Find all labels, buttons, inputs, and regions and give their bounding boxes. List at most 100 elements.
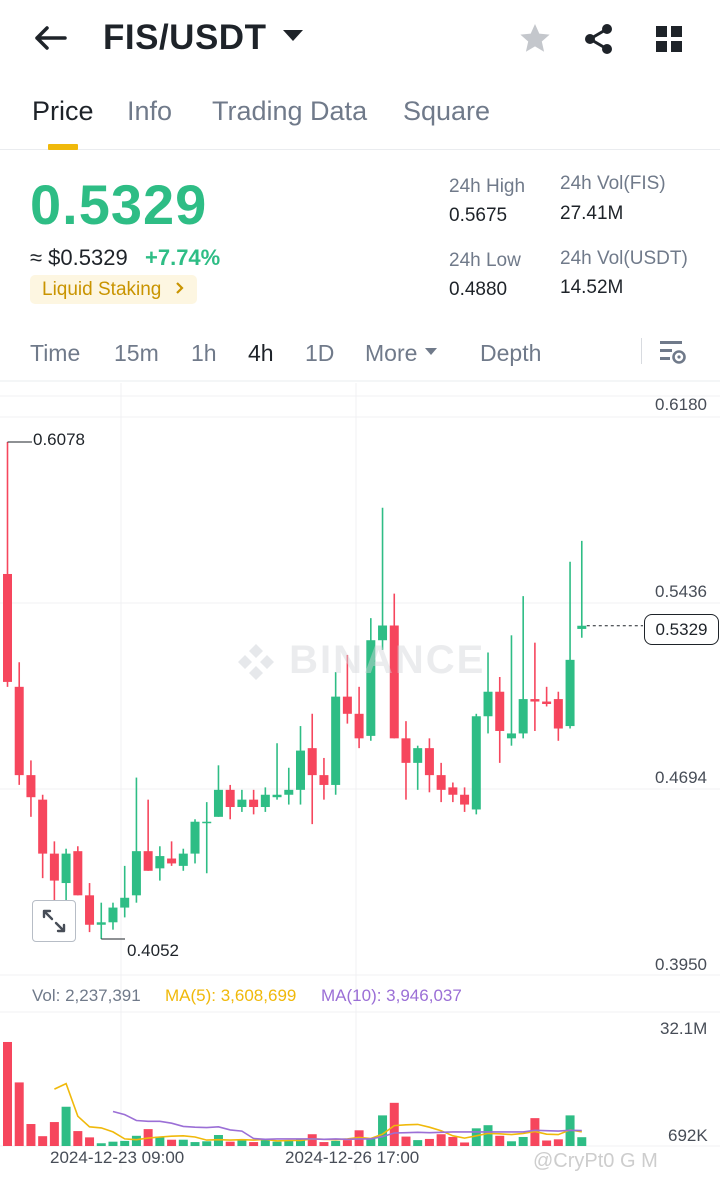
high-label: 24h High (449, 176, 526, 197)
volume-bar (495, 1135, 505, 1146)
vol-base-value: 27.41M (560, 203, 624, 224)
volume-bar (542, 1140, 552, 1146)
expand-chart-icon[interactable] (32, 900, 76, 942)
volume-bar (577, 1137, 587, 1146)
vol-base-label: 24h Vol(FIS) (560, 173, 666, 194)
candle-body (260, 794, 270, 808)
candle-body (542, 701, 552, 704)
volume-bar (85, 1137, 95, 1146)
volume-bar (378, 1115, 388, 1146)
volume-bar (366, 1138, 376, 1146)
candle-body (49, 853, 59, 881)
ma10-line (112, 1110, 582, 1141)
interval-more-label: More (365, 340, 418, 366)
volume-bar (331, 1140, 341, 1146)
interval-4h[interactable]: 4h (248, 340, 274, 366)
volume-bar (225, 1141, 235, 1146)
candle-body (553, 699, 563, 729)
volume-bar (108, 1141, 118, 1146)
candle-body (3, 573, 12, 682)
volume-bar (471, 1128, 481, 1146)
candle-body (26, 775, 36, 798)
volume-bar (14, 1082, 24, 1146)
volume-bar (178, 1139, 188, 1146)
candle-body (202, 821, 212, 824)
candle-body (14, 686, 24, 776)
volume-bar (237, 1139, 247, 1146)
category-tag[interactable]: Liquid Staking (30, 275, 198, 304)
candle-body (495, 691, 505, 731)
volume-bar (120, 1140, 130, 1146)
candle-body (401, 738, 411, 763)
candle-body (190, 821, 200, 854)
price-axis-2: 0.5436 (655, 582, 707, 601)
volume-bar (460, 1142, 470, 1146)
volume-bar (96, 1143, 106, 1146)
candle-body (319, 775, 329, 785)
star-icon[interactable] (516, 20, 554, 58)
volume-bar (61, 1106, 71, 1146)
last-price: 0.5329 (30, 173, 208, 236)
pair-dropdown-caret-icon[interactable] (283, 30, 303, 41)
interval-1h[interactable]: 1h (191, 340, 217, 366)
candle-body (120, 897, 130, 908)
section-tabs: Price Info Trading Data Square (0, 90, 720, 150)
volume-bars (3, 1041, 587, 1146)
arrow-left-icon[interactable] (30, 20, 70, 56)
candle-body (73, 851, 83, 896)
volume-bar (319, 1142, 329, 1146)
vol-quote-label: 24h Vol(USDT) (560, 248, 688, 269)
volume-bar (506, 1141, 516, 1146)
active-tab-indicator (48, 144, 78, 150)
candle-body (108, 907, 118, 923)
interval-time[interactable]: Time (30, 340, 81, 366)
interval-1d[interactable]: 1D (305, 340, 335, 366)
candle-body (61, 853, 71, 884)
volume-bar (260, 1138, 270, 1146)
candle-body (448, 787, 458, 795)
tab-trading-data[interactable]: Trading Data (212, 96, 368, 126)
interval-15m[interactable]: 15m (114, 340, 159, 366)
tab-square[interactable]: Square (403, 96, 491, 126)
candle-body (518, 699, 528, 734)
volume-bar (401, 1136, 411, 1146)
pair-title[interactable]: FIS/USDT (103, 18, 267, 57)
candle-body (436, 775, 446, 790)
grid-icon[interactable] (650, 20, 688, 58)
candle-body (178, 853, 188, 866)
low-label: 24h Low (449, 250, 521, 271)
candle-body (506, 733, 516, 739)
candle-body (342, 696, 352, 714)
vol-quote-value: 14.52M (560, 277, 624, 298)
interval-divider (641, 338, 642, 364)
volume-bar (249, 1142, 259, 1146)
price-axis-top: 0.6180 (655, 395, 707, 414)
interval-more[interactable]: More (365, 340, 438, 367)
candle-body (237, 799, 247, 808)
candle-body (471, 716, 481, 810)
tab-info[interactable]: Info (127, 96, 173, 126)
volume-bar (296, 1138, 305, 1146)
share-icon[interactable] (580, 20, 618, 58)
caret-down-icon (425, 348, 438, 356)
volume-bar (307, 1134, 317, 1146)
candle-body (296, 750, 305, 790)
volume-bar (518, 1136, 528, 1146)
candle-body (38, 799, 48, 854)
volume-bar (284, 1140, 294, 1146)
chart-settings-icon[interactable] (657, 337, 687, 367)
current-price-tag: 0.5329 (644, 614, 719, 645)
volume-bar (272, 1141, 282, 1146)
candle-body (307, 748, 317, 776)
depth-button[interactable]: Depth (480, 340, 542, 366)
volume-bar (213, 1135, 223, 1146)
moving-averages (54, 1082, 582, 1142)
volume-axis-bottom: 692K (668, 1126, 708, 1145)
candlestick-chart[interactable] (0, 380, 720, 1170)
volume-bar (190, 1142, 200, 1146)
candle-body (530, 699, 540, 702)
candle-body (378, 625, 388, 641)
candle-body (460, 794, 470, 805)
tab-price[interactable]: Price (32, 96, 94, 126)
volume-bar (155, 1136, 165, 1146)
